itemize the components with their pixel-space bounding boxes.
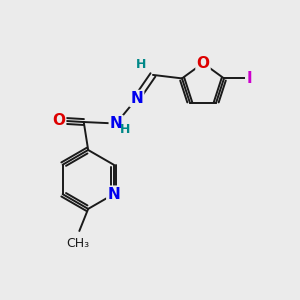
Text: N: N: [110, 116, 122, 131]
Text: N: N: [130, 91, 143, 106]
Text: H: H: [120, 124, 131, 136]
Text: O: O: [196, 56, 209, 70]
Text: O: O: [52, 113, 65, 128]
Text: I: I: [246, 71, 252, 86]
Text: H: H: [135, 58, 146, 71]
Text: CH₃: CH₃: [66, 238, 89, 250]
Text: N: N: [107, 187, 120, 202]
